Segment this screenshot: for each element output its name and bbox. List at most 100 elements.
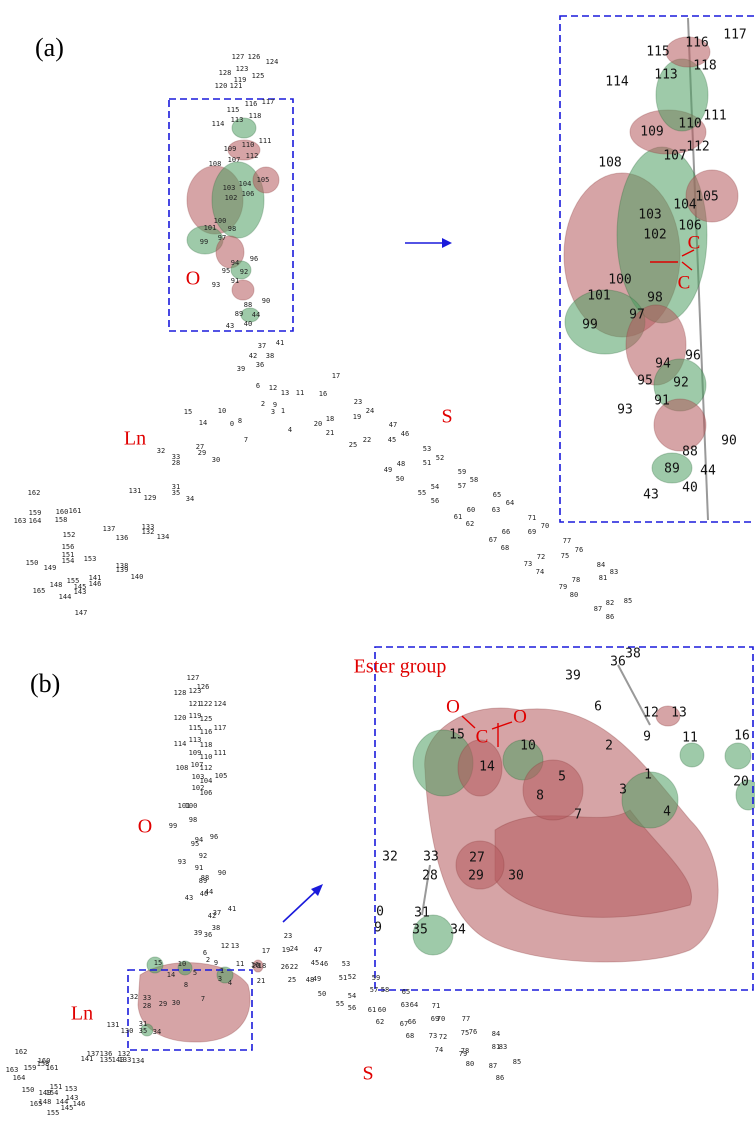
zoom-atom-label: 101	[587, 289, 610, 304]
atom-label: 43	[226, 322, 234, 330]
atom-label: 83	[610, 568, 618, 576]
atom-label: 89	[199, 877, 207, 885]
zoom-atom-label: 97	[629, 308, 645, 323]
atom-label: 161	[69, 507, 82, 515]
zoom-atom-label: 27	[469, 851, 485, 866]
atom-label: 114	[212, 120, 225, 128]
atom-label: 2	[206, 956, 210, 964]
atom-label: 85	[513, 1058, 521, 1066]
atom-label: 153	[84, 555, 97, 563]
atom-label: 111	[214, 749, 227, 757]
atom-label: 75	[561, 552, 569, 560]
atom-label: 63	[401, 1001, 409, 1009]
atom-label: 15	[154, 959, 162, 967]
atom-label: 17	[332, 372, 340, 380]
atom-label: 35	[139, 1027, 147, 1035]
zoom-atom-label: 34	[450, 923, 466, 938]
zoom-atom-label: 14	[479, 760, 495, 775]
group-annotation: C	[678, 272, 691, 293]
atom-label: 66	[502, 528, 510, 536]
atom-label: 86	[606, 613, 614, 621]
atom-label: 10	[178, 960, 186, 968]
atom-label: 124	[214, 700, 227, 708]
atom-label: 57	[370, 986, 378, 994]
atom-label: 52	[436, 454, 444, 462]
panel-label: (a)	[35, 33, 64, 62]
zoom-atom-label: 91	[654, 394, 670, 409]
atom-label: 130	[121, 1027, 134, 1035]
atom-label: 101	[204, 224, 217, 232]
atom-label: 60	[378, 1006, 386, 1014]
atom-label: 71	[432, 1002, 440, 1010]
atom-label: 93	[178, 858, 186, 866]
zoom-atom-label: 114	[605, 75, 629, 90]
atom-label: 67	[400, 1020, 408, 1028]
atom-label: 59	[372, 974, 380, 982]
atom-label: 146	[89, 580, 102, 588]
atom-label: 128	[219, 69, 232, 77]
atom-label: 89	[235, 310, 243, 318]
atom-label: 56	[431, 497, 439, 505]
atom-label: 102	[192, 784, 205, 792]
zoom-atom-label: 28	[422, 869, 438, 884]
atom-label: 53	[342, 960, 350, 968]
atom-label: 94	[231, 259, 239, 267]
zoom-atom-label: 3	[619, 783, 627, 798]
atom-label: 13	[281, 389, 289, 397]
atom-label: 140	[131, 573, 144, 581]
atom-label: 46	[401, 430, 409, 438]
atom-label: 36	[204, 931, 212, 939]
atom-label: 111	[259, 137, 272, 145]
atom-label: 165	[30, 1100, 43, 1108]
atom-label: 64	[506, 499, 514, 507]
atom-label: 135	[100, 1056, 113, 1064]
atom-label: 122	[200, 700, 213, 708]
zoom-atom-label: 44	[700, 464, 716, 479]
atom-label: 150	[26, 559, 39, 567]
atom-label: 55	[418, 489, 426, 497]
atom-label: 116	[200, 728, 213, 736]
zoom-atom-label: 38	[625, 647, 641, 662]
atom-label: 78	[572, 576, 580, 584]
zoom-atom-label: 93	[617, 403, 633, 418]
zoom-atom-label: 31	[414, 906, 430, 921]
atom-label: 18	[258, 962, 266, 970]
region-label: O	[186, 268, 200, 290]
atom-label: 120	[215, 82, 228, 90]
atom-label: 103	[223, 184, 236, 192]
atom-label: 76	[469, 1028, 477, 1036]
atom-label: 98	[228, 225, 236, 233]
atom-label: 107	[228, 156, 241, 164]
atom-label: 80	[466, 1060, 474, 1068]
group-annotation: O	[446, 696, 460, 717]
atom-label: 155	[67, 577, 80, 585]
atom-label: 36	[256, 361, 264, 369]
atom-label: 17	[262, 947, 270, 955]
atom-label: 42	[249, 352, 257, 360]
atom-label: 90	[218, 869, 226, 877]
zoom-atom-label: 40	[682, 481, 698, 496]
zoom-atom-label: 92	[673, 376, 689, 391]
zoom-atom-label: 30	[508, 869, 524, 884]
atom-label: 64	[410, 1001, 418, 1009]
atom-label: 76	[575, 546, 583, 554]
atom-label: 131	[107, 1021, 120, 1029]
atom-label: 40	[200, 890, 208, 898]
zoom-atom-label: 20	[733, 775, 749, 790]
atom-label: 15	[184, 408, 192, 416]
zoom-atom-label: 111	[703, 109, 726, 124]
zoom-atom-label: 15	[449, 728, 465, 743]
atom-label: 116	[245, 100, 258, 108]
atom-label: 123	[189, 687, 202, 695]
zoom-atom-label: 13	[671, 706, 687, 721]
group-annotation: C	[688, 232, 701, 253]
atom-label: 19	[353, 413, 361, 421]
atom-label: 117	[214, 724, 227, 732]
zoom-atom-label: 16	[734, 729, 750, 744]
atom-label: 164	[13, 1074, 26, 1082]
atom-label: 159	[29, 509, 42, 517]
atom-label: 147	[75, 609, 88, 617]
atom-label: 86	[496, 1074, 504, 1082]
atom-label: 91	[231, 277, 239, 285]
zoom-atom-label: 36	[610, 655, 626, 670]
